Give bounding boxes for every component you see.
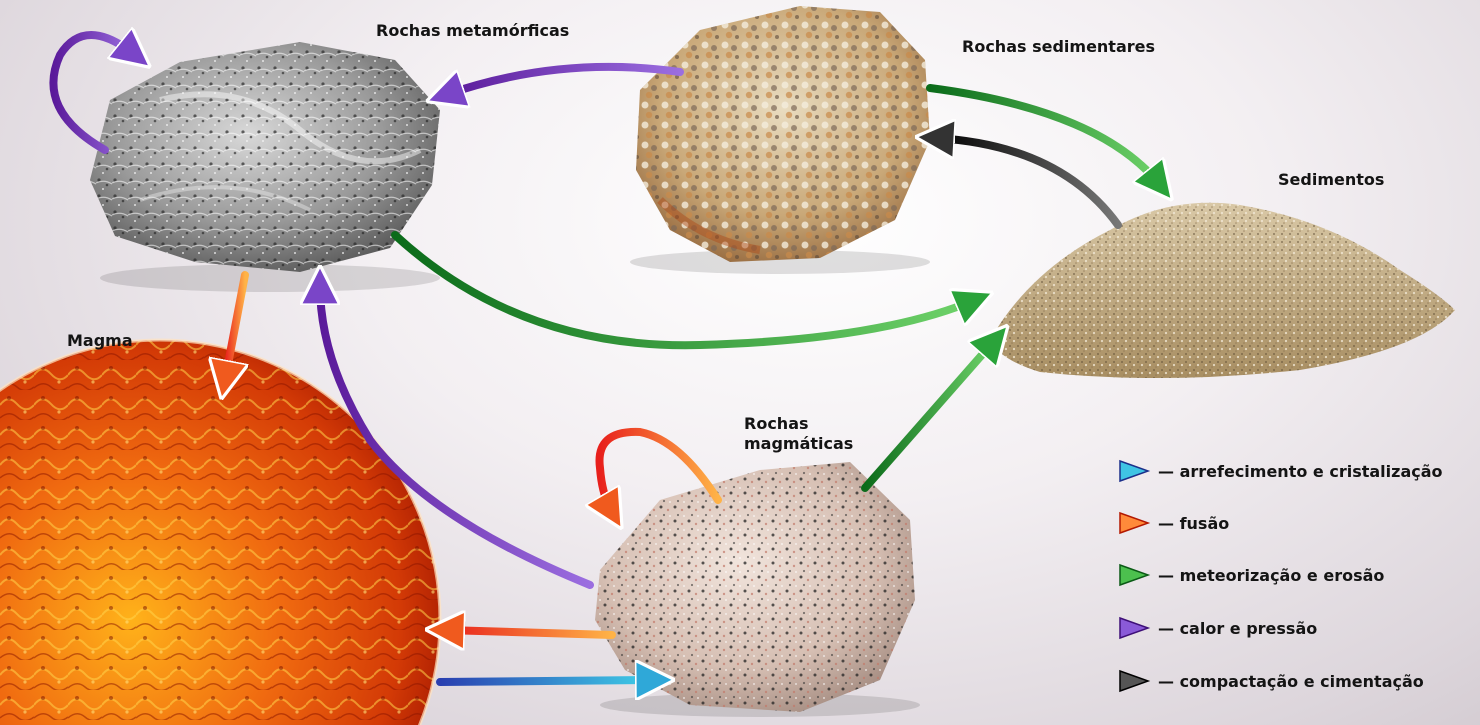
- legend-arrow-black-icon: [1052, 669, 1151, 693]
- legend-text-cooling: — arrefecimento e cristalização: [1158, 461, 1443, 481]
- arrow-sediments-to-sedimentary: [935, 138, 1122, 229]
- arrow-igneous-to-sediments: [861, 340, 995, 492]
- legend-text-compaction: — compactação e cimentação: [1158, 671, 1424, 691]
- metamorphic-rock: [90, 42, 440, 292]
- legend-item-weathering: — meteorização e erosão: [1052, 562, 1384, 588]
- legend-arrow-green-icon: [1052, 563, 1151, 587]
- arrow-sedimentary-to-metamorphic: [445, 62, 684, 95]
- label-sedimentary-rocks: Rochas sedimentares: [962, 37, 1156, 56]
- arrow-metamorphic-to-magma: [225, 271, 249, 380]
- label-sediments: Sedimentos: [1278, 170, 1385, 189]
- legend-item-compaction: — compactação e cimentação: [1052, 668, 1424, 694]
- legend-arrow-purple-icon: [1052, 616, 1151, 640]
- legend-item-heat-pressure: — calor e pressão: [1052, 615, 1317, 641]
- legend-text-heat-pressure: — calor e pressão: [1158, 618, 1318, 638]
- arrow-magma-to-igneous: [436, 680, 655, 682]
- legend-arrow-blue-icon: [1052, 459, 1151, 483]
- label-igneous-rocks-line2: magmáticas: [744, 434, 854, 453]
- label-igneous-rocks-line1: Rochas: [744, 414, 809, 433]
- igneous-rock: [595, 462, 920, 717]
- arrow-igneous-to-metamorphic: [320, 285, 594, 589]
- legend-text-melting: — fusão: [1158, 513, 1230, 533]
- sediments-pile: [990, 202, 1455, 379]
- arrow-sedimentary-to-sediments: [926, 84, 1160, 185]
- arrow-igneous-self-loop: [600, 427, 722, 512]
- arrow-metamorphic-self-loop: [49, 35, 135, 154]
- legend-arrow-red-icon: [1052, 511, 1151, 535]
- arrow-igneous-to-magma: [445, 630, 616, 635]
- label-metamorphic-rocks: Rochas metamórficas: [376, 21, 570, 40]
- label-magma: Magma: [67, 331, 133, 350]
- arrow-metamorphic-to-sediments: [391, 231, 975, 350]
- sedimentary-rock: [630, 6, 930, 274]
- legend-item-cooling: — arrefecimento e cristalização: [1052, 458, 1443, 484]
- legend-text-weathering: — meteorização e erosão: [1158, 565, 1385, 585]
- magma-disc: [0, 338, 442, 725]
- legend-item-melting: — fusão: [1052, 510, 1229, 536]
